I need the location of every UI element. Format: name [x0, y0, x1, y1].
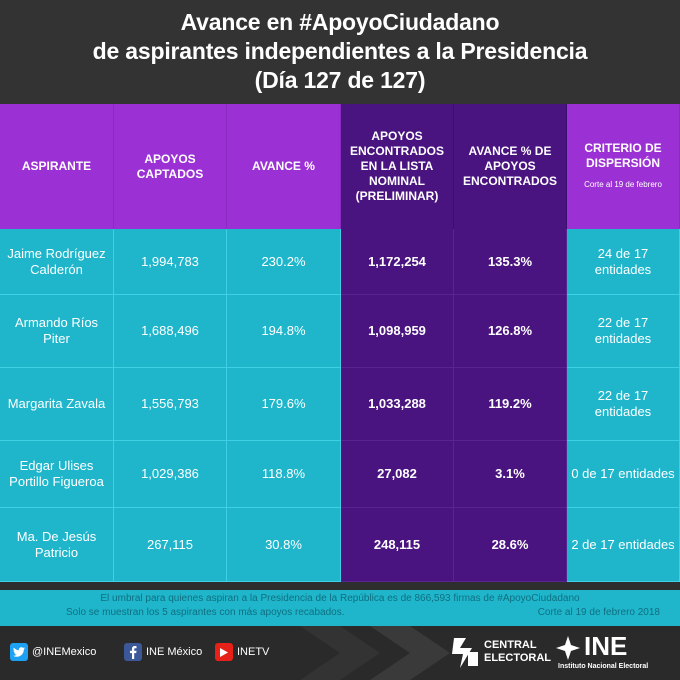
- row-2-avance-enc: 126.8%: [454, 295, 567, 368]
- row-3-avance: 179.6%: [227, 368, 341, 441]
- page-header: Avance en #ApoyoCiudadano de aspirantes …: [0, 0, 680, 104]
- header-avance: AVANCE %: [227, 104, 341, 229]
- row-4-avance: 118.8%: [227, 441, 341, 508]
- row-5-avance: 30.8%: [227, 508, 341, 582]
- row-3-criterio: 22 de 17 entidades: [567, 368, 680, 441]
- row-5-name: Ma. De Jesús Patricio: [0, 508, 114, 582]
- row-3-name: Margarita Zavala: [0, 368, 114, 441]
- cutoff-note: Corte al 19 de febrero 2018: [537, 607, 660, 618]
- twitter-handle: @INEMexico: [32, 646, 97, 658]
- header-aspirante: ASPIRANTE: [0, 104, 114, 229]
- title-line-1: Avance en #ApoyoCiudadano: [180, 9, 500, 35]
- row-4-name: Edgar Ulises Portillo Figueroa: [0, 441, 114, 508]
- footer-bar: @INEMexico INE México INETV CENTRAL ELEC…: [0, 626, 680, 680]
- row-3-captados: 1,556,793: [114, 368, 227, 441]
- central-label: CENTRAL: [484, 639, 537, 651]
- title-line-2: de aspirantes independientes a la Presid…: [92, 38, 588, 64]
- title-line-3: (Día 127 de 127): [254, 67, 426, 93]
- central-electoral-icon: [452, 638, 478, 668]
- youtube-link[interactable]: INETV: [215, 643, 269, 661]
- ine-emblem-icon: [556, 636, 580, 660]
- row-1-encontrados: 1,172,254: [341, 229, 454, 295]
- row-2-criterio: 22 de 17 entidades: [567, 295, 680, 368]
- row-4-encontrados: 27,082: [341, 441, 454, 508]
- twitter-icon: [10, 643, 28, 661]
- facebook-link[interactable]: INE México: [124, 643, 202, 661]
- header-apoyos-captados: APOYOS CAPTADOS: [114, 104, 227, 229]
- row-4-captados: 1,029,386: [114, 441, 227, 508]
- results-table: ASPIRANTE APOYOS CAPTADOS AVANCE % APOYO…: [0, 104, 680, 590]
- header-criterio: CRITERIO DE DISPERSIÓN Corte al 19 de fe…: [567, 104, 680, 229]
- header-apoyos-encontrados: APOYOS ENCONTRADOS EN LA LISTA NOMINAL (…: [341, 104, 454, 229]
- row-5-encontrados: 248,115: [341, 508, 454, 582]
- ine-logo: INE Instituto Nacional Electoral: [556, 631, 674, 674]
- row-3-encontrados: 1,033,288: [341, 368, 454, 441]
- row-4-criterio: 0 de 17 entidades: [567, 441, 680, 508]
- row-1-criterio: 24 de 17 entidades: [567, 229, 680, 295]
- facebook-handle: INE México: [146, 646, 203, 658]
- row-5-captados: 267,115: [114, 508, 227, 582]
- ine-label: INE: [584, 631, 628, 661]
- row-1-captados: 1,994,783: [114, 229, 227, 295]
- youtube-handle: INETV: [237, 646, 270, 658]
- row-3-avance-enc: 119.2%: [454, 368, 567, 441]
- electoral-label: ELECTORAL: [484, 652, 552, 664]
- row-5-criterio: 2 de 17 entidades: [567, 508, 680, 582]
- row-5-avance-enc: 28.6%: [454, 508, 567, 582]
- row-2-encontrados: 1,098,959: [341, 295, 454, 368]
- row-1-avance: 230.2%: [227, 229, 341, 295]
- row-1-name: Jaime Rodríguez Calderón: [0, 229, 114, 295]
- facebook-icon: [124, 643, 142, 661]
- twitter-link[interactable]: @INEMexico: [10, 643, 96, 661]
- row-1-avance-enc: 135.3%: [454, 229, 567, 295]
- header-criterio-sub: Corte al 19 de febrero: [584, 180, 662, 189]
- header-avance-encontrados: AVANCE % DE APOYOS ENCONTRADOS: [454, 104, 567, 229]
- threshold-note: El umbral para quienes aspiran a la Pres…: [100, 593, 580, 604]
- header-criterio-label: CRITERIO DE DISPERSIÓN: [584, 141, 662, 170]
- row-2-avance: 194.8%: [227, 295, 341, 368]
- top5-note: Solo se muestran los 5 aspirantes con má…: [66, 607, 345, 618]
- row-2-name: Armando Ríos Piter: [0, 295, 114, 368]
- chevron-decoration: [300, 626, 450, 680]
- row-4-avance-enc: 3.1%: [454, 441, 567, 508]
- central-electoral-logo: CENTRAL ELECTORAL: [450, 636, 551, 670]
- row-2-captados: 1,688,496: [114, 295, 227, 368]
- youtube-icon: [215, 643, 233, 661]
- footnotes: El umbral para quienes aspiran a la Pres…: [0, 590, 680, 626]
- ine-sub-label: Instituto Nacional Electoral: [558, 663, 649, 670]
